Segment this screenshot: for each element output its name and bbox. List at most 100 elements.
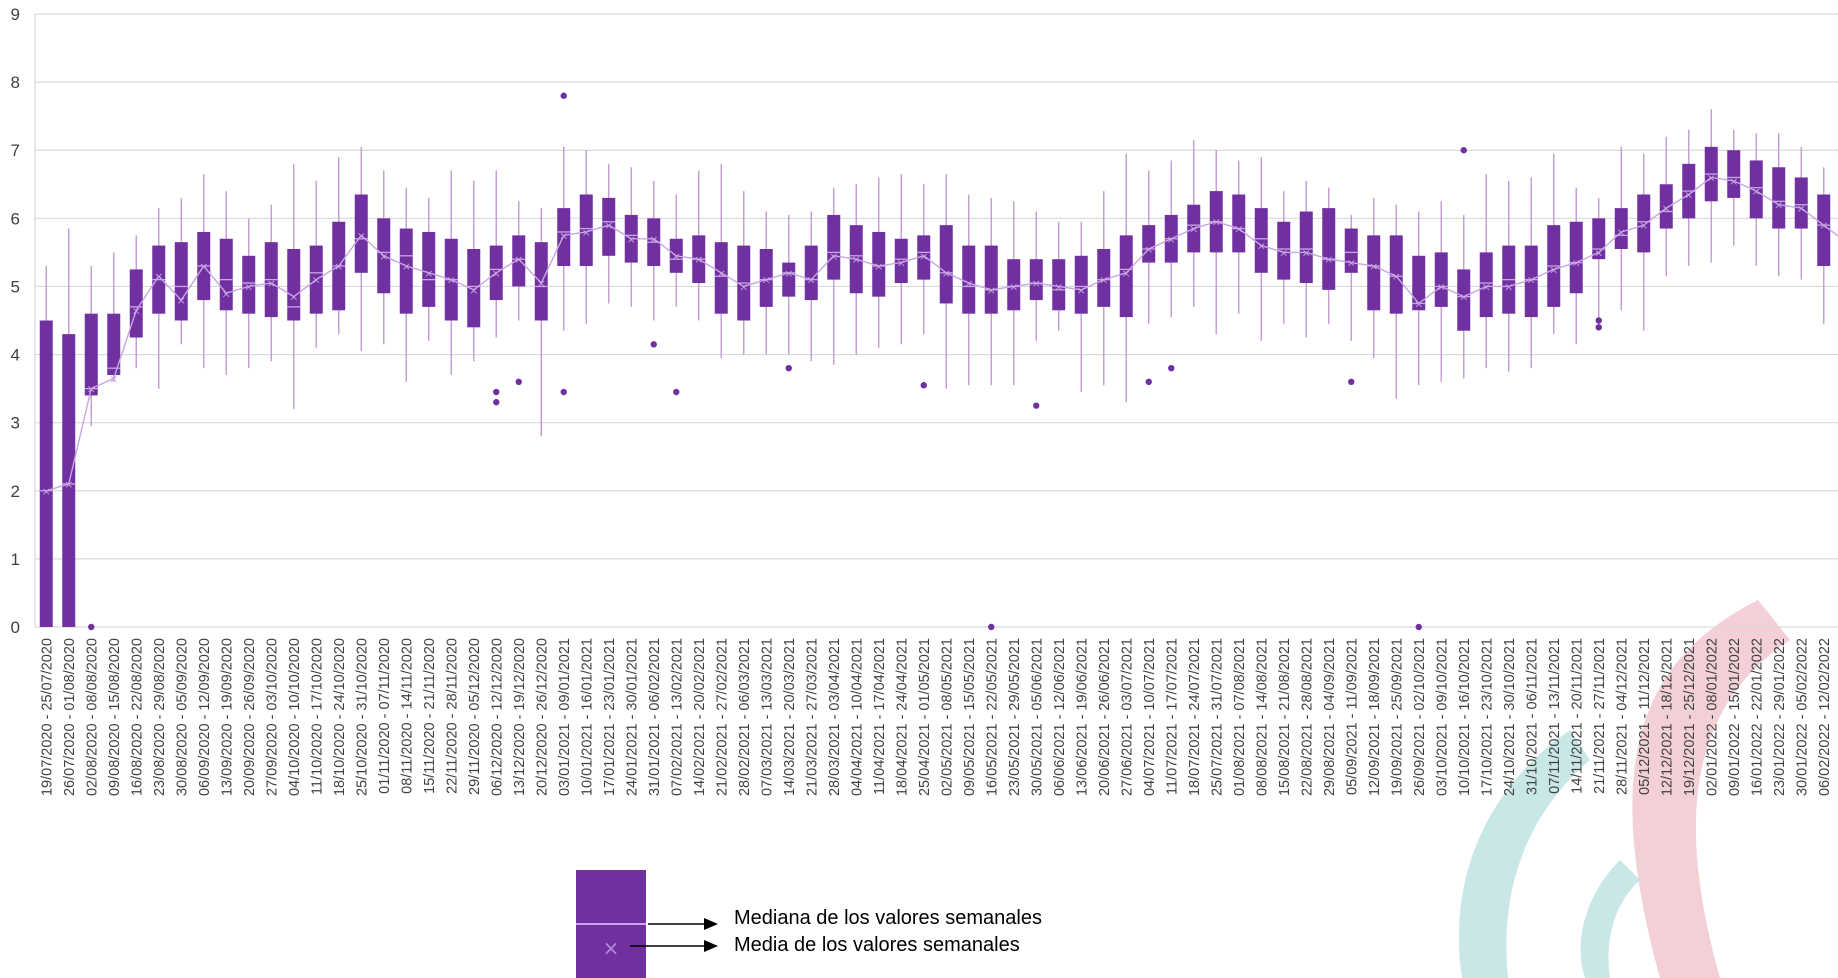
x-tick-label: 06/12/2020 - 12/12/2020 [489,638,505,796]
box [1614,208,1628,249]
x-tick-label: 19/12/2021 - 25/12/2021 [1682,638,1698,796]
box [782,262,796,297]
x-tick-label: 28/11/2021 - 04/12/2021 [1614,638,1630,795]
box [1277,221,1291,280]
y-tick-label: 5 [11,277,20,296]
x-tick-label: 02/08/2020 - 08/08/2020 [84,638,100,796]
outlier-point [1168,364,1175,372]
box [107,313,121,375]
box [287,248,301,321]
box [1817,194,1831,267]
box [62,334,76,627]
box [1772,167,1786,229]
x-tick-label: 30/05/2021 - 05/06/2021 [1029,638,1045,796]
box [39,320,53,627]
x-tick-label: 18/10/2020 - 24/10/2020 [332,638,348,796]
x-tick-label: 08/11/2020 - 14/11/2020 [399,638,415,794]
box [84,313,98,396]
outlier-point [493,388,500,396]
x-tick-label: 09/05/2021 - 15/05/2021 [962,638,978,796]
outlier-point [1595,324,1602,331]
mean-trend [46,176,1838,492]
box [174,242,188,321]
x-tick-label: 06/02/2022 - 12/02/2022 [1817,638,1833,796]
x-tick-label: 01/11/2020 - 07/11/2020 [377,638,393,794]
box [354,194,368,273]
x-tick-label: 29/08/2021 - 04/09/2021 [1322,638,1338,796]
box [1659,184,1673,229]
x-tick-label: 22/08/2021 - 28/08/2021 [1299,638,1315,796]
x-tick-label: 24/10/2021 - 30/10/2021 [1502,638,1518,796]
x-tick-label: 03/01/2021 - 09/01/2021 [557,638,573,796]
y-tick-label: 2 [11,482,20,501]
x-tick-label: 21/02/2021 - 27/02/2021 [714,638,730,796]
outlier-point [1595,317,1602,324]
legend-mean-label: Media de los valores semanales [734,934,1020,956]
box [1367,235,1381,311]
x-tick-label: 02/05/2021 - 08/05/2021 [939,638,955,796]
x-tick-label: 14/03/2021 - 20/03/2021 [782,638,798,796]
mean-trend-line [46,176,1838,492]
x-tick-label: 27/09/2020 - 03/10/2020 [264,638,280,796]
x-tick-label: 17/10/2021 - 23/10/2021 [1479,638,1495,796]
box [804,245,818,301]
box [894,238,908,284]
y-tick-label: 8 [11,73,20,92]
x-tick-label: 23/08/2020 - 29/08/2020 [152,638,168,796]
outlier-point [650,341,657,348]
x-tick-label: 27/06/2021 - 03/07/2021 [1119,638,1135,796]
box [984,245,998,314]
box [917,235,931,280]
x-tick-label: 16/01/2022 - 22/01/2022 [1749,638,1765,796]
box [1254,208,1268,273]
box [1097,248,1111,307]
box [602,197,616,256]
y-tick-label: 9 [11,5,20,24]
outlier-point [1415,623,1422,631]
outlier-point [1460,147,1467,154]
x-tick-label: 21/03/2021 - 27/03/2021 [804,638,820,796]
x-tick-label: 26/07/2020 - 01/08/2020 [62,638,78,796]
x-axis: 19/07/2020 - 25/07/2020 26/07/2020 - 01/0… [39,638,1833,796]
x-tick-label: 11/10/2020 - 17/10/2020 [309,638,325,795]
outlier-point [560,92,567,99]
whiskers [45,109,1825,627]
box [1524,245,1538,318]
x-tick-label: 04/07/2021 - 10/07/2021 [1142,638,1158,796]
box [512,235,526,287]
x-tick-label: 30/01/2022 - 05/02/2022 [1794,638,1810,796]
box [962,245,976,314]
x-tick-label: 09/01/2022 - 15/01/2022 [1727,638,1743,796]
box [1794,177,1808,229]
x-tick-label: 19/09/2021 - 25/09/2021 [1389,638,1405,796]
x-tick-label: 04/04/2021 - 10/04/2021 [849,638,865,796]
box [1074,255,1088,314]
x-tick-label: 20/09/2020 - 26/09/2020 [242,638,258,796]
legend-median-label: Mediana de los valores semanales [734,907,1042,929]
x-tick-label: 28/03/2021 - 03/04/2021 [827,638,843,796]
box [1479,252,1493,318]
box [1029,259,1043,301]
box [1412,255,1426,311]
x-tick-label: 01/08/2021 - 07/08/2021 [1232,638,1248,796]
x-tick-label: 14/02/2021 - 20/02/2021 [692,638,708,796]
box [714,242,728,314]
box [1727,150,1741,198]
x-tick-label: 05/09/2021 - 11/09/2021 [1344,638,1360,795]
box [1637,194,1651,253]
box [1052,259,1066,311]
x-tick-label: 21/11/2021 - 27/11/2021 [1592,638,1608,794]
outlier-point [1348,378,1355,385]
y-tick-label: 4 [11,346,20,365]
x-tick-label: 30/08/2020 - 05/09/2020 [174,638,190,796]
box [557,208,571,267]
y-tick-label: 7 [11,141,20,160]
box [1434,252,1448,307]
box [1749,160,1763,219]
y-tick-label: 6 [11,209,20,228]
x-tick-label: 26/09/2021 - 02/10/2021 [1412,638,1428,796]
x-tick-label: 28/02/2021 - 06/03/2021 [737,638,753,796]
x-tick-label: 12/09/2021 - 18/09/2021 [1367,638,1383,796]
x-tick-label: 15/11/2020 - 21/11/2020 [422,638,438,794]
